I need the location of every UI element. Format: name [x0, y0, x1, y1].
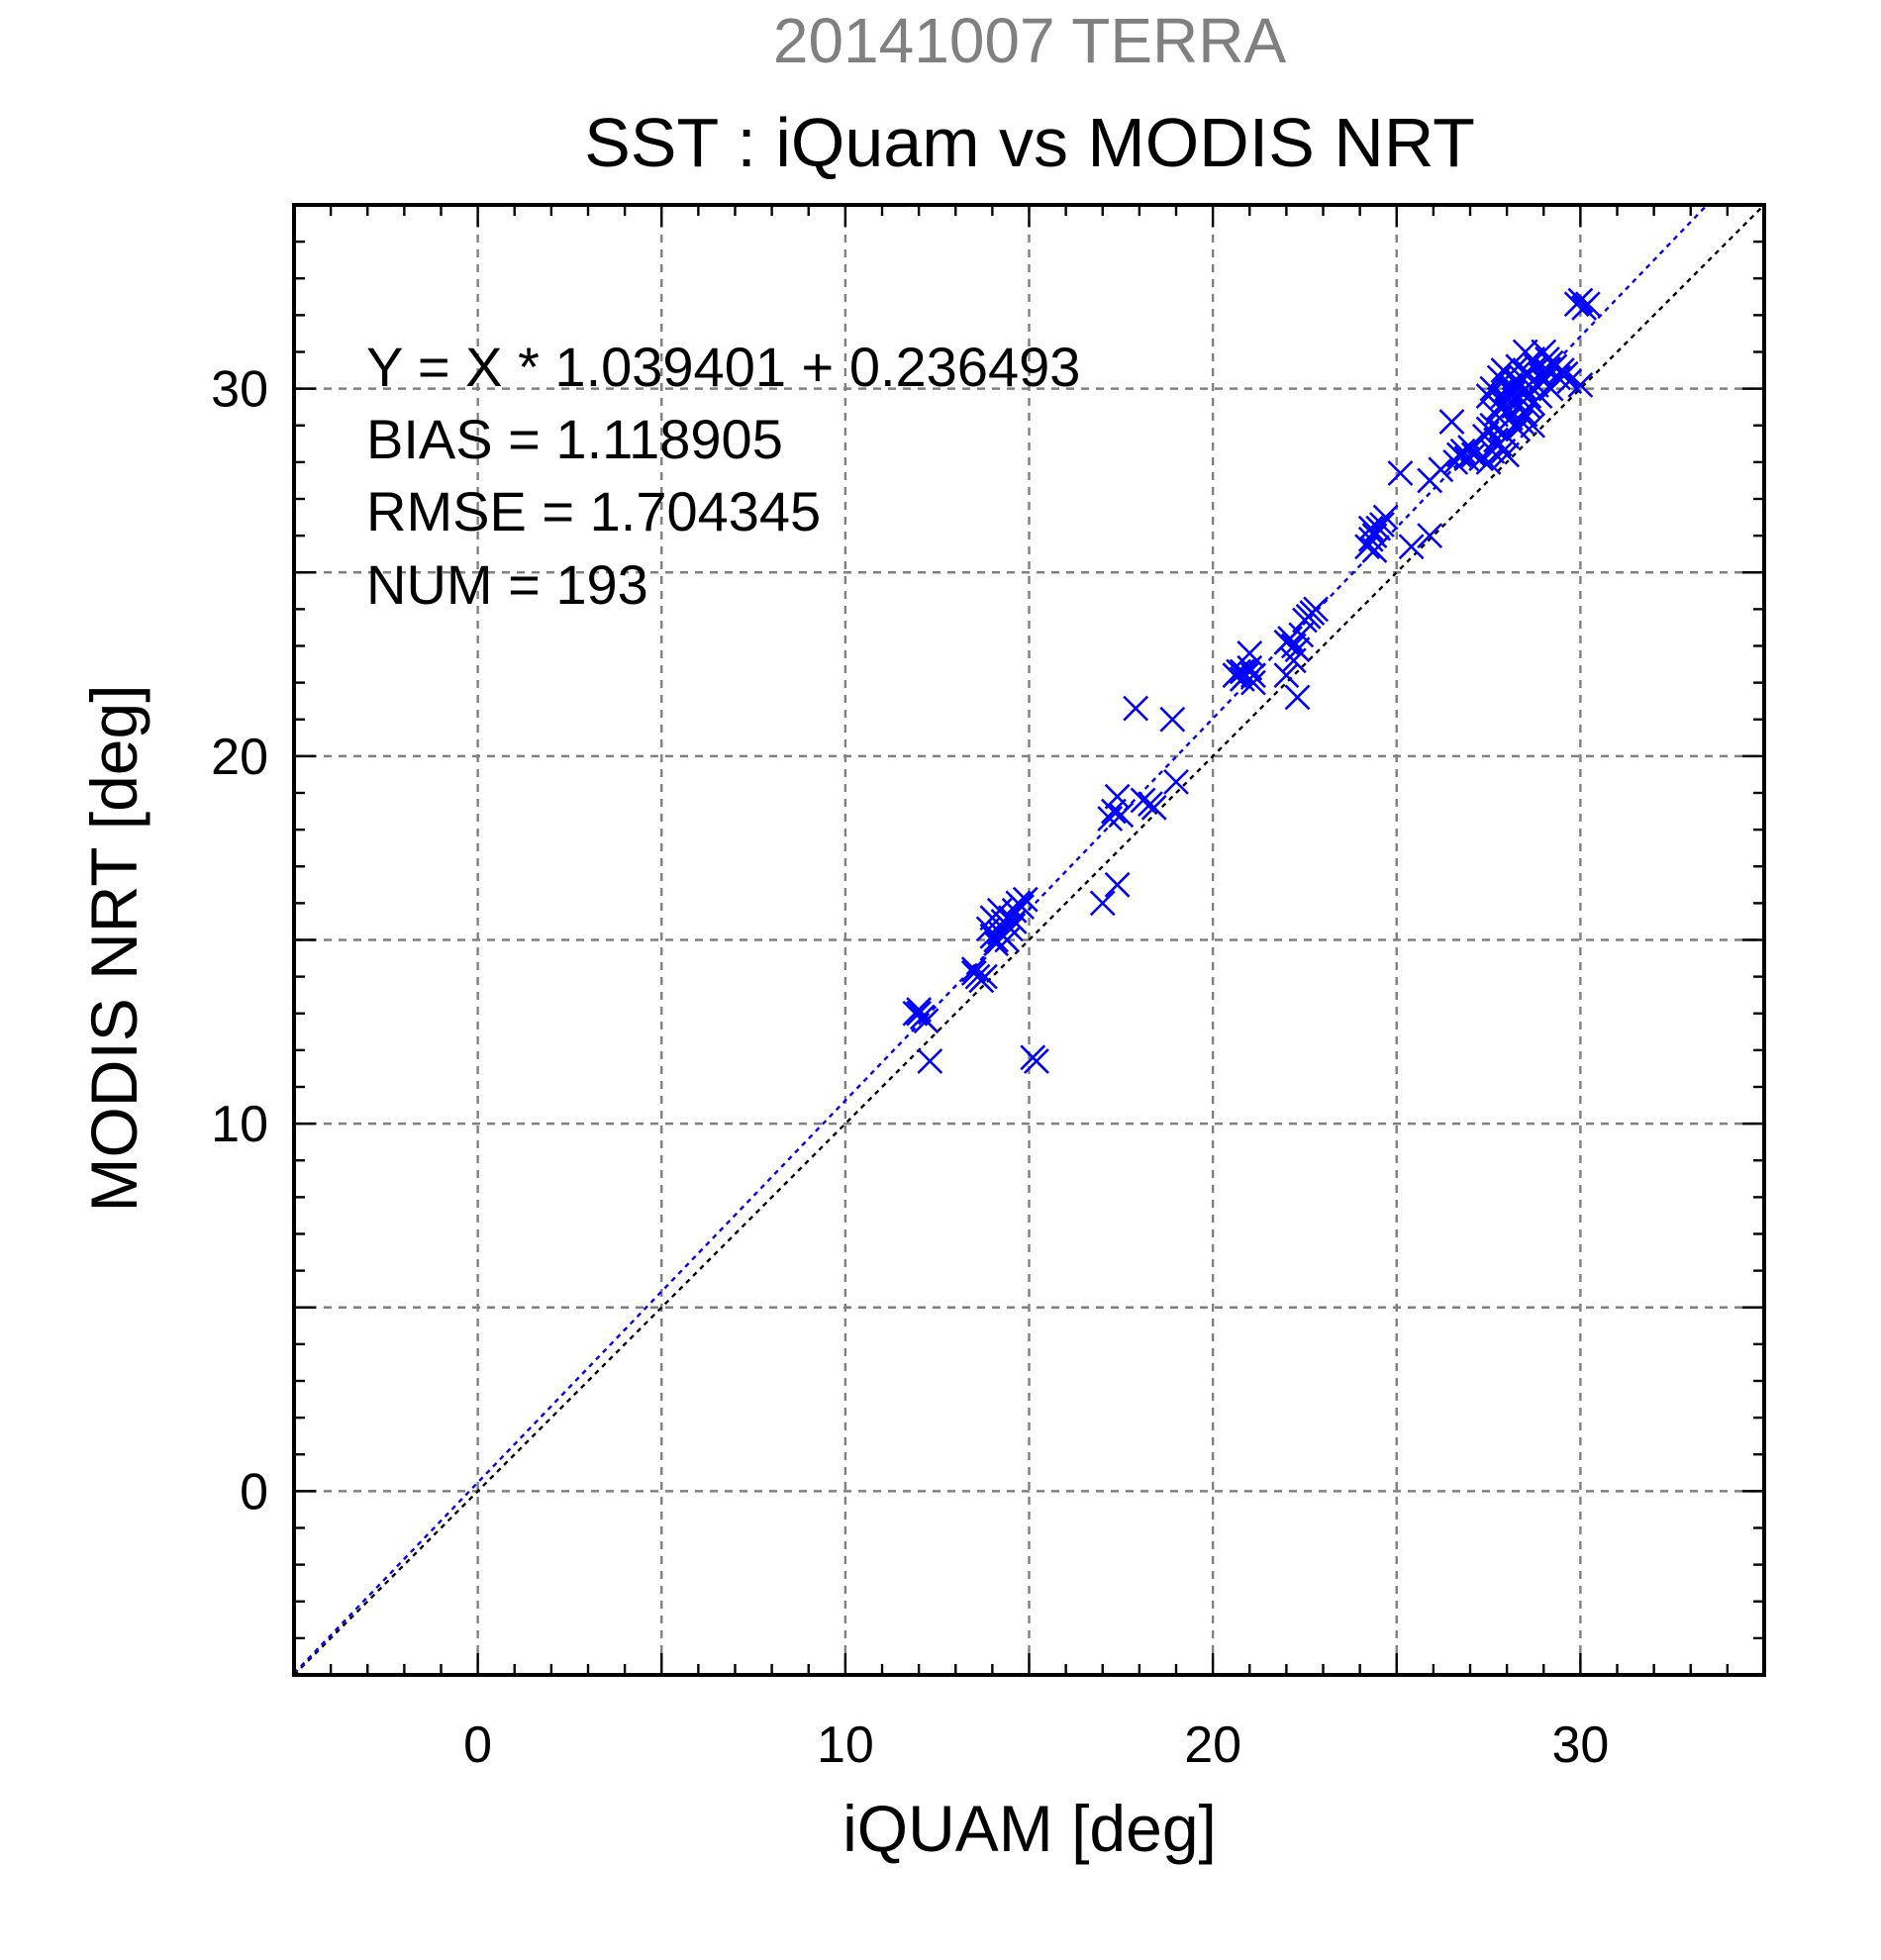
- data-point: [1163, 768, 1189, 795]
- x-tick-label: 30: [1551, 1716, 1609, 1774]
- x-tick-label: 20: [1184, 1716, 1241, 1774]
- data-point: [1523, 353, 1549, 380]
- data-point: [1130, 787, 1156, 814]
- data-points: [902, 287, 1601, 1074]
- data-point: [1089, 890, 1116, 917]
- data-point: [1104, 871, 1131, 898]
- data-point: [1108, 802, 1135, 829]
- y-axis-label: MODIS NRT [deg]: [77, 684, 150, 1212]
- data-point: [1567, 287, 1594, 314]
- data-point: [1428, 456, 1454, 483]
- data-point: [1009, 894, 1035, 921]
- data-point: [1024, 1048, 1049, 1074]
- data-point: [1505, 394, 1532, 421]
- num-value: NUM = 193: [366, 553, 648, 616]
- data-point: [1494, 441, 1521, 468]
- data-point: [979, 905, 1006, 931]
- data-point: [1361, 538, 1388, 563]
- data-point: [1475, 448, 1502, 475]
- y-tick-labels: 0 10 20 30: [211, 361, 268, 1521]
- y-tick-label: 0: [240, 1463, 268, 1520]
- data-point: [1357, 515, 1384, 541]
- x-axis-label: iQUAM [deg]: [842, 1792, 1217, 1865]
- data-point: [1438, 409, 1465, 435]
- data-point: [1100, 798, 1127, 825]
- data-point: [1292, 607, 1318, 634]
- data-point: [1520, 346, 1546, 372]
- data-point: [1398, 534, 1425, 560]
- data-point: [1475, 383, 1502, 409]
- data-point: [1567, 371, 1594, 398]
- data-point: [1505, 353, 1532, 380]
- data-point: [1574, 291, 1601, 318]
- data-point: [1012, 886, 1039, 913]
- identity-line: [293, 204, 1765, 1676]
- rmse-value: RMSE = 1.704345: [366, 480, 821, 542]
- stats-box: Y = X * 1.039401 + 0.236493 BIAS = 1.118…: [366, 336, 1080, 616]
- chart-subtitle: SST : iQuam vs MODIS NRT: [584, 104, 1475, 181]
- data-point: [1140, 794, 1167, 821]
- data-point: [972, 963, 998, 990]
- data-point: [1273, 662, 1300, 689]
- data-point: [1240, 669, 1266, 696]
- data-point: [1527, 383, 1553, 409]
- data-point: [1486, 364, 1513, 391]
- chart-title: 20141007 TERRA: [773, 5, 1287, 76]
- data-point: [1552, 360, 1579, 387]
- fit-equation: Y = X * 1.039401 + 0.236493: [366, 336, 1080, 398]
- data-point: [1001, 909, 1028, 934]
- data-point: [1159, 706, 1186, 733]
- x-tick-label: 0: [463, 1716, 492, 1774]
- plot-frame: [292, 203, 1766, 1677]
- bias-value: BIAS = 1.118905: [366, 408, 783, 470]
- data-point: [1490, 357, 1517, 383]
- data-point: [906, 997, 933, 1023]
- data-point: [906, 1000, 933, 1027]
- data-point: [1284, 684, 1311, 711]
- data-point: [1387, 460, 1414, 486]
- data-point: [1494, 423, 1521, 449]
- data-point: [994, 927, 1021, 953]
- x-tick-label: 10: [817, 1716, 874, 1774]
- y-tick-label: 10: [211, 1096, 268, 1153]
- data-point: [1123, 695, 1149, 722]
- fit-line: [293, 204, 1709, 1675]
- data-point: [1280, 647, 1307, 674]
- x-tick-labels: 0 10 20 30: [463, 1716, 1609, 1774]
- data-point: [1288, 622, 1315, 648]
- data-point: [1497, 379, 1524, 406]
- data-point: [1490, 390, 1517, 417]
- data-point: [1104, 783, 1131, 810]
- data-point: [1237, 640, 1263, 666]
- data-point: [1372, 504, 1399, 531]
- data-point: [1505, 416, 1532, 442]
- reference-lines: [293, 204, 1765, 1676]
- data-point: [917, 1048, 943, 1074]
- data-point: [1417, 523, 1443, 549]
- data-point: [960, 956, 987, 983]
- data-point: [1520, 412, 1546, 439]
- data-point: [1468, 445, 1495, 472]
- y-tick-label: 20: [211, 729, 268, 786]
- y-tick-label: 30: [211, 361, 268, 419]
